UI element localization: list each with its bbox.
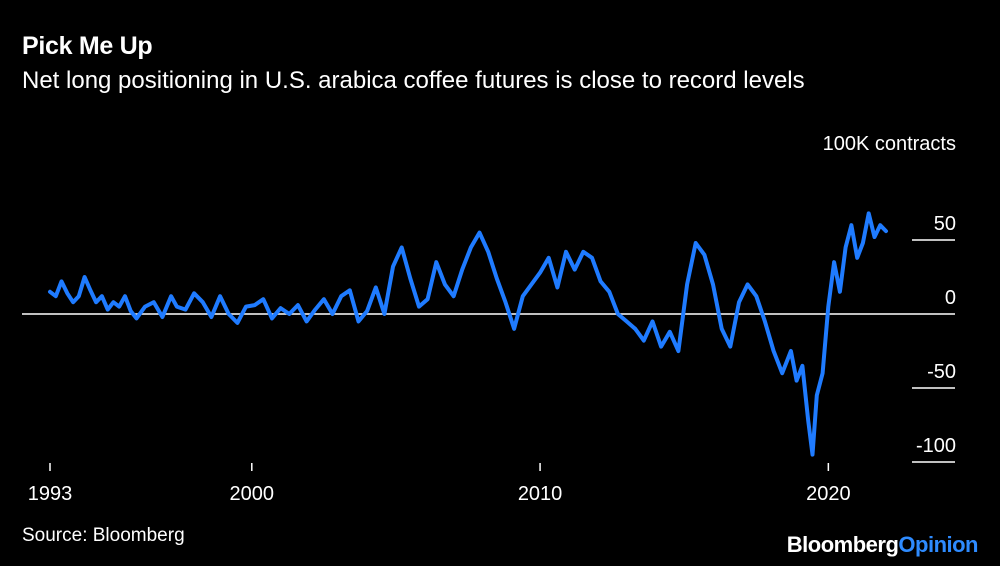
brand-logo: BloombergOpinion — [786, 532, 979, 558]
x-tick-label: 2020 — [806, 483, 851, 505]
y-tick-label: 0 — [945, 287, 956, 309]
chart-subtitle: Net long positioning in U.S. arabica cof… — [22, 67, 805, 94]
source-note: Source: Bloomberg — [22, 525, 185, 546]
x-axis: 1993 2000 2010 2020 — [28, 463, 851, 505]
series-line — [48, 211, 888, 457]
y-tick-label: -100 — [916, 435, 956, 457]
logo-accent-text: Opinion — [898, 532, 978, 557]
y-tick-label: -50 — [927, 361, 956, 383]
y-tick-label: 50 — [934, 213, 956, 235]
logo-primary-text: Bloomberg — [786, 532, 899, 557]
x-tick-label: 2000 — [230, 483, 275, 505]
y-axis: 50 0 -50 -100 — [912, 213, 956, 463]
y-axis-unit-label: 100K contracts — [823, 133, 956, 155]
x-tick-label: 1993 — [28, 483, 73, 505]
chart-title: Pick Me Up — [22, 32, 153, 60]
x-tick-label: 2010 — [518, 483, 563, 505]
